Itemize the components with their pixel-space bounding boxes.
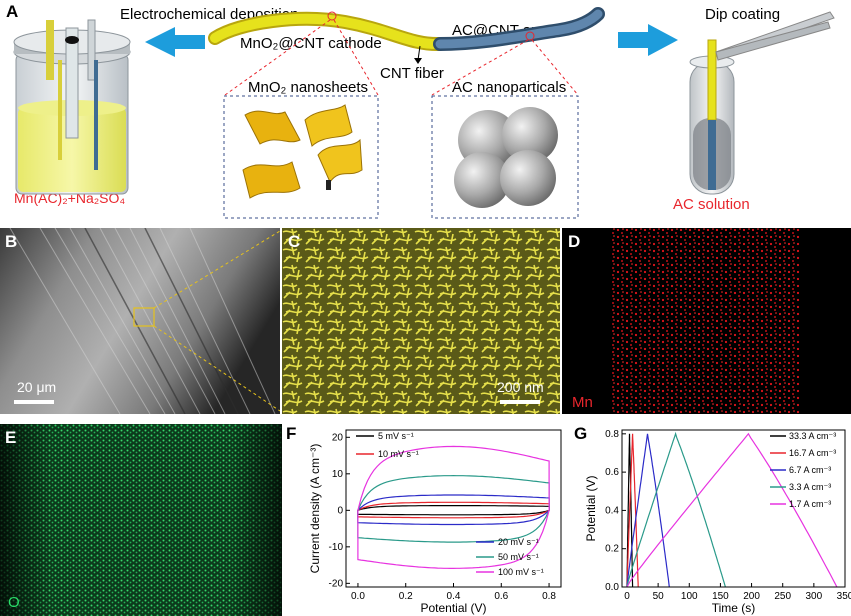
- cv-chart: 0.0 0.2 0.4 0.6 0.8 -20 -10 0 10 20 5 mV s⁻¹ 10 mV…: [308, 429, 562, 615]
- cv-legend-label: 20 mV s⁻¹: [498, 537, 539, 547]
- x-tick-label: 0: [624, 591, 630, 602]
- x-tick-label: 50: [653, 591, 665, 602]
- eds-map-mn: [562, 228, 851, 414]
- eds-map-o: [0, 424, 282, 616]
- sem-image-b: [0, 228, 280, 414]
- cv-series-line: [357, 494, 550, 526]
- gcd-series-line: [626, 431, 726, 588]
- gcd-legend-label: 16.7 A cm⁻³: [789, 448, 836, 458]
- cv-xlabel: Potential (V): [420, 601, 486, 615]
- cv-legend-label: 100 mV s⁻¹: [498, 567, 544, 577]
- y-tick-label: 10: [332, 469, 344, 480]
- x-tick-label: 0.2: [399, 591, 413, 602]
- gcd-series-line: [626, 432, 838, 588]
- gcd-legend-label: 1.7 A cm⁻³: [789, 499, 831, 509]
- cnt-fiber-label: CNT fiber: [380, 65, 444, 82]
- cv-series-line: [357, 505, 550, 516]
- left-arrow-icon: [145, 27, 205, 57]
- gcd-series-line: [626, 433, 670, 588]
- test-tube-icon: [689, 39, 735, 195]
- x-tick-label: 100: [681, 591, 698, 602]
- x-tick-label: 200: [743, 591, 760, 602]
- nanosheet-icon: [242, 104, 363, 199]
- x-tick-label: 0.4: [447, 591, 461, 602]
- cv-legend-label: 5 mV s⁻¹: [378, 431, 414, 441]
- gcd-legend-label: 6.7 A cm⁻³: [789, 465, 831, 475]
- ac-nanoparticals-label: AC nanoparticals: [452, 79, 567, 96]
- x-tick-label: 0.8: [542, 591, 556, 602]
- cv-series-line: [357, 445, 550, 569]
- mno2-nanosheets-label: MnO₂ nanosheets: [248, 79, 369, 96]
- nanoparticle-icon: [454, 107, 558, 208]
- x-tick-label: 250: [774, 591, 791, 602]
- x-tick-label: 300: [806, 591, 823, 602]
- panel-label-g: G: [574, 424, 588, 443]
- y-tick-label: 0.4: [605, 505, 619, 516]
- dip-coating-label: Dip coating: [705, 6, 781, 23]
- cv-legend-label: 10 mV s⁻¹: [378, 449, 419, 459]
- element-label-mn: Mn: [572, 394, 593, 411]
- gcd-series-line: [626, 433, 639, 588]
- panel-label-e: E: [5, 428, 17, 447]
- tweezers-icon: [715, 11, 835, 61]
- cathode-label: MnO₂@CNT cathode: [240, 35, 382, 52]
- y-tick-label: 0.6: [605, 467, 619, 478]
- y-tick-label: 0.2: [605, 544, 619, 555]
- y-tick-label: 0: [337, 505, 343, 516]
- y-tick-label: -10: [329, 542, 344, 553]
- gcd-legend-label: 3.3 A cm⁻³: [789, 482, 831, 492]
- gcd-xlabel: Time (s): [712, 601, 756, 615]
- gcd-legend-label: 33.3 A cm⁻³: [789, 431, 836, 441]
- y-tick-label: 20: [332, 432, 344, 443]
- x-tick-label: 350: [837, 591, 851, 602]
- cv-series-line: [357, 474, 550, 543]
- panel-a-schematic: [13, 7, 835, 219]
- cv-legend-label: 50 mV s⁻¹: [498, 552, 539, 562]
- gcd-chart: 0 50 100 150 200 250 300 350 0.0 0.2 0.4 0.6 0.8 33.…: [584, 429, 851, 615]
- panel-label-b: B: [5, 232, 18, 251]
- scale-bar-c-label: 200 nm: [497, 379, 544, 395]
- scale-bar-b-label: 20 μm: [17, 379, 57, 395]
- right-arrow-icon: [618, 24, 678, 56]
- gcd-series-line: [626, 433, 634, 588]
- panel-label-d: D: [568, 232, 581, 251]
- cv-series-line: [357, 501, 550, 519]
- panel-label-f: F: [286, 424, 297, 443]
- y-tick-label: 0.8: [605, 429, 619, 440]
- ac-solution-label: AC solution: [673, 196, 750, 213]
- ac-nanoparticals-box: [431, 95, 579, 219]
- sem-image-c: [282, 228, 560, 414]
- x-tick-label: 0.0: [351, 591, 365, 602]
- x-tick-label: 0.6: [494, 591, 508, 602]
- panel-label-a: A: [6, 2, 19, 21]
- y-tick-label: -20: [329, 578, 344, 589]
- beaker-icon: [13, 19, 131, 195]
- cv-ylabel: Current density (A cm⁻³): [308, 444, 322, 574]
- x-tick-label: 150: [712, 591, 729, 602]
- cnt-fiber-icon: [208, 7, 605, 64]
- gcd-ylabel: Potential (V): [584, 475, 598, 541]
- panel-label-c: C: [288, 232, 301, 251]
- element-label-o: O: [8, 594, 20, 611]
- y-tick-label: 0.0: [605, 582, 619, 593]
